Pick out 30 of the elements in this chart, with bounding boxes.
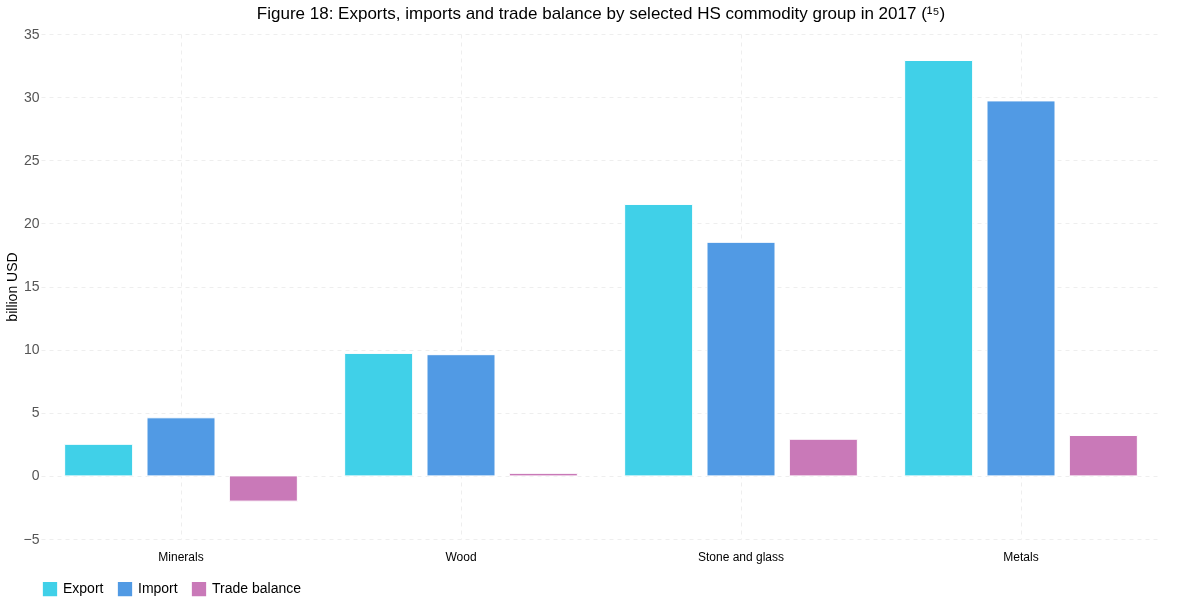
bar (508, 472, 578, 477)
x-tick-label: Minerals (158, 549, 204, 564)
bar (146, 417, 216, 477)
bar (344, 352, 414, 477)
legend-label: Import (138, 580, 178, 597)
y-tick-label: 5 (31, 404, 40, 421)
y-axis-title: billion USD (3, 252, 20, 322)
bar (986, 100, 1056, 477)
bar (426, 354, 496, 477)
bar (624, 203, 694, 477)
y-tick-label: 0 (31, 467, 40, 484)
legend-label: Export (63, 580, 104, 597)
y-tick-label: −5 (23, 530, 40, 547)
x-tick-label: Stone and glass (697, 549, 785, 564)
bar (904, 60, 974, 477)
bar (706, 241, 776, 477)
y-tick-label: 30 (23, 88, 40, 105)
bar (1068, 434, 1138, 477)
legend-label: Trade balance (212, 580, 302, 597)
y-tick-label: 25 (23, 151, 40, 168)
y-tick-label: 10 (23, 341, 40, 358)
x-tick-label: Metals (1003, 549, 1039, 564)
bar (228, 475, 298, 502)
bar (64, 443, 134, 477)
bar (788, 438, 858, 477)
x-tick-label: Wood (445, 549, 477, 564)
chart-title: Figure 18: Exports, imports and trade balance by selected HS commodity group in 2017 (¹⁵) (256, 4, 946, 23)
y-tick-label: 20 (23, 214, 40, 231)
y-tick-label: 35 (23, 25, 40, 42)
y-tick-label: 15 (23, 278, 40, 294)
